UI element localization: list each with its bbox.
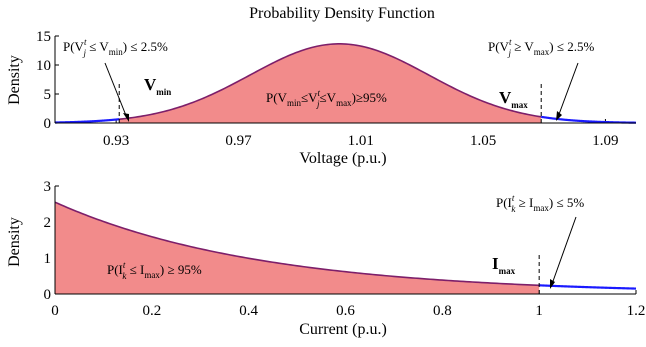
x-tick-label: 0.97 bbox=[225, 133, 252, 149]
arrow-right bbox=[551, 216, 577, 285]
y-tick-label: 5 bbox=[44, 87, 52, 103]
y-tick-label: 2 bbox=[44, 215, 52, 231]
x-tick-label: 0.2 bbox=[142, 303, 161, 319]
current-pdf-chart: 0 0.2 0.4 0.6 0.8 1 1.2 0 1 2 3 Density Current (p… bbox=[6, 179, 645, 338]
x-tick-label: 0.93 bbox=[103, 133, 129, 149]
arrow-left bbox=[104, 62, 128, 119]
x-tick-label: 0.8 bbox=[433, 303, 452, 319]
shaded-area bbox=[119, 43, 542, 124]
x-tick-label: 0 bbox=[51, 303, 59, 319]
arrow-left-head bbox=[123, 113, 129, 122]
voltage-pdf-chart: Probability Density Function 0.93 0.97 1.0… bbox=[6, 5, 636, 167]
arrow-right bbox=[557, 62, 579, 118]
pdf-curve bbox=[119, 43, 542, 121]
x-tick-label: 1 bbox=[535, 303, 543, 319]
annotation-center: P(It k ≤ Imax) ≥ 95% bbox=[107, 260, 202, 281]
right-tail-curve bbox=[539, 284, 637, 290]
y-tick-label: 0 bbox=[44, 116, 52, 132]
imax-label: Imax bbox=[492, 254, 516, 276]
y-tick-label: 1 bbox=[44, 251, 52, 267]
y-tick-label: 0 bbox=[44, 287, 52, 303]
shaded-area bbox=[55, 202, 540, 294]
x-tick-label: 1.09 bbox=[592, 133, 618, 149]
vmin-label: Vmin bbox=[144, 75, 171, 97]
y-tick-label: 10 bbox=[36, 58, 51, 74]
pdf-curve bbox=[54, 201, 540, 287]
arrow-right-head bbox=[556, 111, 562, 121]
x-axis-label: Current (p.u.) bbox=[299, 321, 387, 338]
arrow-right-head bbox=[550, 279, 555, 289]
annotation-right: P(It k ≥ Imax) ≤ 5% bbox=[496, 193, 584, 214]
y-axis-label: Density bbox=[6, 217, 23, 267]
y-tick-label: 3 bbox=[44, 179, 52, 195]
left-tail-curve bbox=[55, 118, 120, 124]
chart-title: Probability Density Function bbox=[249, 5, 435, 22]
annotation-left: P(Vt j ≤ Vmin) ≤ 2.5% bbox=[63, 37, 168, 58]
vmax-label: Vmax bbox=[499, 88, 528, 110]
x-tick-label: 0.6 bbox=[336, 303, 355, 319]
y-tick-label: 15 bbox=[36, 29, 51, 45]
annotation-right: P(Vt j ≥ Vmax) ≤ 2.5% bbox=[488, 37, 594, 58]
x-axis-label: Voltage (p.u.) bbox=[299, 150, 386, 167]
x-tick-label: 1.05 bbox=[470, 133, 496, 149]
x-tick-label: 1.2 bbox=[627, 303, 646, 319]
right-tail-curve bbox=[541, 115, 636, 124]
x-tick-label: 1.01 bbox=[348, 133, 374, 149]
annotation-center: P(Vmin≤Vt j≤Vmax)≥95% bbox=[266, 88, 387, 109]
y-axis-label: Density bbox=[6, 55, 23, 105]
x-tick-label: 0.4 bbox=[239, 303, 258, 319]
